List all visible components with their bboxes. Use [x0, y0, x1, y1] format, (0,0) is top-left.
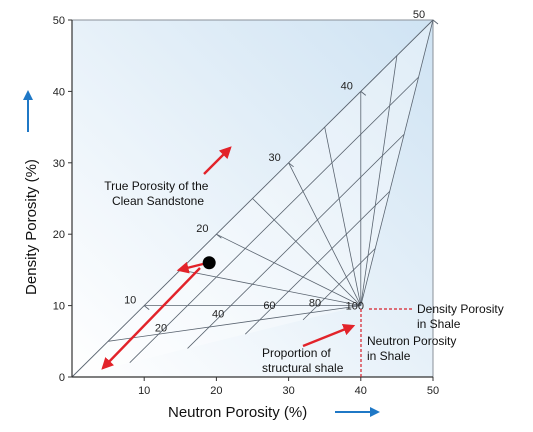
iso-porosity-line-25: [252, 198, 362, 306]
clean-tick-40: [360, 91, 367, 96]
clean-line-label-20: 20: [196, 223, 208, 235]
iso-porosity-line-50: [360, 19, 434, 306]
annotation-density-shale: Density Porosity in Shale: [417, 302, 507, 331]
annotation-true-porosity: True Porosity of the Clean Sandstone: [104, 179, 212, 208]
clean-tick-50: [432, 19, 439, 25]
structural-shale-arrow: [302, 323, 356, 348]
triangle-grid: [71, 19, 439, 378]
x-tick-30: 30: [282, 385, 294, 397]
clean-line-label-30: 30: [268, 152, 280, 164]
axes: [68, 19, 434, 381]
point-to-clean-line-arrow: [176, 261, 204, 274]
x-axis-title: Neutron Porosity (%): [168, 404, 307, 421]
shale-line-label-20: 20: [155, 323, 167, 335]
annotation-structural-shale: Proportion of structural shale: [262, 346, 344, 375]
clean-tick-10: [143, 305, 150, 310]
shale-line-label-40: 40: [212, 308, 224, 320]
y-tick-0: 0: [59, 372, 65, 384]
y-axis-title: Density Porosity (%): [23, 159, 40, 295]
y-tick-10: 10: [53, 301, 65, 313]
clean-tick-20: [216, 233, 222, 239]
iso-porosity-line-20: [216, 233, 361, 306]
iso-porosity-line-15: [180, 269, 361, 306]
clean-tick-30: [288, 162, 294, 168]
x-tick-10: 10: [138, 385, 150, 397]
x-tick-20: 20: [210, 385, 222, 397]
clean-line-label-40: 40: [341, 80, 353, 92]
iso-porosity-line-45: [360, 55, 398, 306]
shale-line-label-100: 100: [346, 301, 364, 313]
point-to-origin-arrow: [101, 267, 201, 370]
x-tick-50: 50: [427, 385, 439, 397]
iso-shale-line-60: [244, 191, 390, 335]
iso-porosity-line-35: [324, 127, 362, 306]
y-tick-40: 40: [53, 86, 65, 98]
iso-porosity-line-30: [288, 162, 362, 306]
clean-line-label-10: 10: [124, 295, 136, 307]
y-tick-50: 50: [53, 15, 65, 27]
iso-shale-line-40: [187, 133, 405, 349]
y-tick-20: 20: [53, 229, 65, 241]
iso-shale-line-20: [129, 76, 419, 364]
x-tick-40: 40: [355, 385, 367, 397]
y-tick-30: 30: [53, 158, 65, 170]
shale-line-label-80: 80: [309, 298, 321, 310]
shale-line-label-60: 60: [263, 300, 275, 312]
iso-shale-line-80: [302, 248, 376, 321]
annotation-neutron-shale: Neutron Porosity in Shale: [367, 334, 460, 363]
data-point: [202, 256, 216, 270]
true-porosity-arrow: [203, 146, 232, 175]
clean-line-label-50: 50: [413, 9, 425, 21]
iso-porosity-line-5: [108, 305, 361, 342]
